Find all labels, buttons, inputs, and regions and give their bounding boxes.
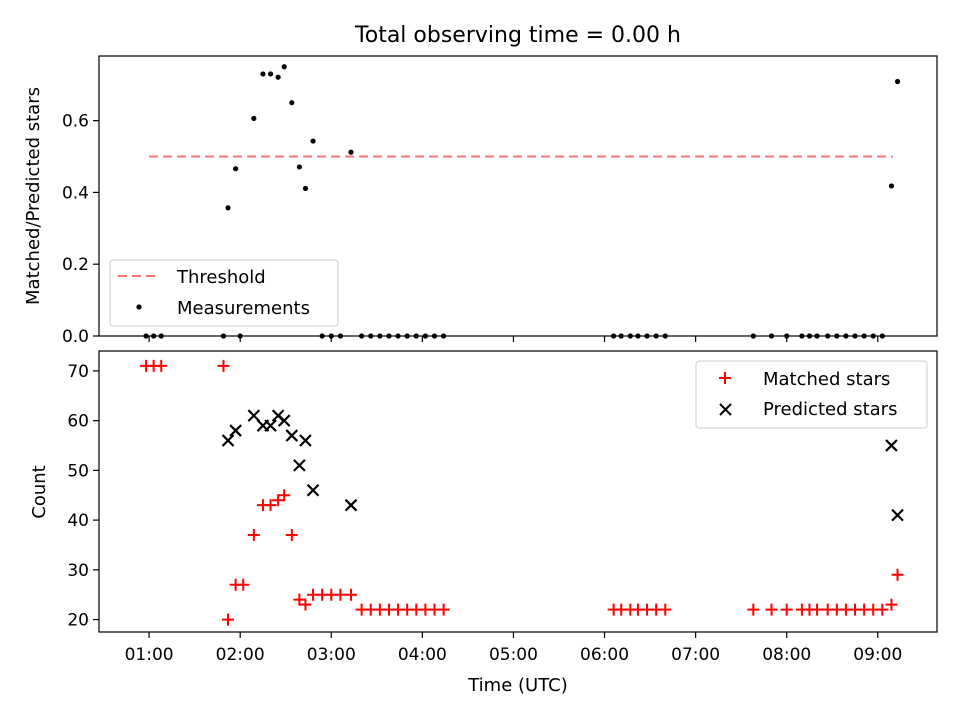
measurement-point bbox=[267, 71, 274, 77]
bottom-y-tick-label: 30 bbox=[67, 561, 89, 581]
matched-star-point bbox=[155, 359, 168, 372]
measurement-point bbox=[888, 183, 895, 189]
measurement-point bbox=[233, 166, 239, 172]
bottom-y-tick-label: 70 bbox=[67, 362, 89, 382]
measurement-point bbox=[251, 115, 257, 122]
predicted-star-point bbox=[285, 429, 299, 442]
x-tick-label: 09:00 bbox=[853, 645, 902, 665]
predicted-star-point bbox=[299, 434, 312, 447]
matched-star-point bbox=[334, 588, 347, 601]
matched-star-point bbox=[885, 598, 898, 611]
legend-matched-swatch bbox=[719, 372, 731, 384]
x-tick-label: 07:00 bbox=[671, 645, 720, 665]
legend-measurements-label: Measurements bbox=[177, 298, 310, 319]
top-plot-frame bbox=[98, 55, 938, 337]
x-tick-label: 01:00 bbox=[125, 645, 174, 665]
measurement-point bbox=[281, 64, 287, 70]
bottom-y-tick-label: 60 bbox=[67, 412, 89, 432]
measurement-point bbox=[289, 100, 295, 106]
matched-star-point bbox=[345, 588, 358, 601]
matched-star-point bbox=[437, 603, 450, 616]
measurement-point bbox=[296, 164, 302, 170]
x-tick-label: 06:00 bbox=[580, 645, 629, 665]
legend-predicted-swatch bbox=[719, 403, 732, 416]
measurement-point bbox=[275, 74, 281, 80]
matched-star-point bbox=[222, 613, 235, 626]
matched-star-point bbox=[285, 529, 298, 542]
matched-star-point bbox=[747, 603, 760, 616]
matched-star-point bbox=[780, 603, 793, 616]
x-axis-label: Time (UTC) bbox=[467, 675, 568, 696]
legend-threshold-label: Threshold bbox=[176, 267, 266, 288]
top-legend-box bbox=[109, 259, 339, 327]
measurement-point bbox=[894, 78, 901, 85]
bottom-y-axis-label: Count bbox=[29, 465, 50, 518]
matched-star-point bbox=[247, 529, 260, 542]
predicted-star-point bbox=[229, 424, 242, 437]
predicted-star-point bbox=[293, 459, 306, 472]
bottom-y-ticks: 20 30 40 50 60 70 bbox=[67, 362, 99, 631]
matched-star-point bbox=[264, 499, 277, 512]
matched-star-point bbox=[272, 494, 285, 507]
measurement-point bbox=[310, 138, 316, 144]
bottom-x-ticks: 01:00 02:00 03:00 04:00 05:00 06:00 07:00 08:00… bbox=[125, 632, 902, 665]
legend-predicted-label: Predicted stars bbox=[763, 399, 897, 420]
predicted-star-point bbox=[344, 498, 358, 512]
matched-star-point bbox=[278, 489, 291, 502]
bottom-y-tick-label: 20 bbox=[67, 611, 89, 631]
measurement-point bbox=[348, 149, 354, 155]
top-y-tick-label: 0.0 bbox=[62, 327, 89, 347]
predicted-star-point bbox=[221, 434, 235, 447]
matched-star-point bbox=[293, 593, 306, 606]
x-tick-label: 05:00 bbox=[489, 645, 538, 665]
legend-matched-label: Matched stars bbox=[763, 369, 890, 390]
matched-star-point bbox=[217, 359, 230, 372]
matched-star-point bbox=[811, 603, 824, 616]
predicted-star-point bbox=[306, 483, 320, 497]
top-legend: Threshold Measurements bbox=[109, 259, 339, 327]
matched-star-point bbox=[765, 603, 778, 616]
predicted-star-point bbox=[264, 419, 277, 432]
top-x-ticks bbox=[148, 336, 879, 342]
top-panel: 0.0 0.2 0.4 0.6 Matched/Predicted stars Thr… bbox=[23, 55, 938, 347]
predicted-star-point bbox=[247, 409, 261, 422]
predicted-star-point bbox=[891, 508, 904, 522]
measurement-point bbox=[260, 71, 266, 77]
matched-star-point bbox=[299, 598, 312, 611]
chart-title: Total observing time = 0.00 h bbox=[354, 23, 681, 48]
bottom-legend-box bbox=[695, 360, 928, 429]
bottom-panel: 20 30 40 50 60 70 01:00 02:00 03:00 04:00 05:00 06… bbox=[29, 350, 938, 696]
predicted-star-point bbox=[277, 414, 291, 427]
bottom-y-tick-label: 50 bbox=[67, 461, 89, 481]
bottom-y-tick-label: 40 bbox=[67, 511, 89, 531]
predicted-star-point bbox=[885, 439, 898, 452]
x-tick-label: 08:00 bbox=[762, 645, 811, 665]
matched-star-point bbox=[876, 603, 889, 616]
bottom-marks bbox=[140, 359, 904, 626]
x-tick-label: 04:00 bbox=[398, 645, 447, 665]
top-y-axis-label: Matched/Predicted stars bbox=[23, 87, 44, 305]
bottom-legend: Matched stars Predicted stars bbox=[695, 360, 928, 429]
legend-measurements-swatch bbox=[136, 304, 142, 310]
top-y-ticks: 0.0 0.2 0.4 0.6 bbox=[62, 112, 99, 347]
x-tick-label: 03:00 bbox=[307, 645, 356, 665]
matched-star-point bbox=[659, 603, 672, 616]
matched-star-point bbox=[891, 568, 904, 581]
top-y-tick-label: 0.6 bbox=[62, 112, 89, 132]
measurement-point bbox=[302, 185, 309, 192]
matched-star-point bbox=[237, 578, 250, 591]
measurement-point bbox=[225, 205, 231, 211]
bottom-plot-frame bbox=[98, 350, 938, 633]
top-y-tick-label: 0.4 bbox=[62, 183, 89, 203]
top-y-tick-label: 0.2 bbox=[62, 255, 89, 275]
x-tick-label: 02:00 bbox=[216, 645, 265, 665]
